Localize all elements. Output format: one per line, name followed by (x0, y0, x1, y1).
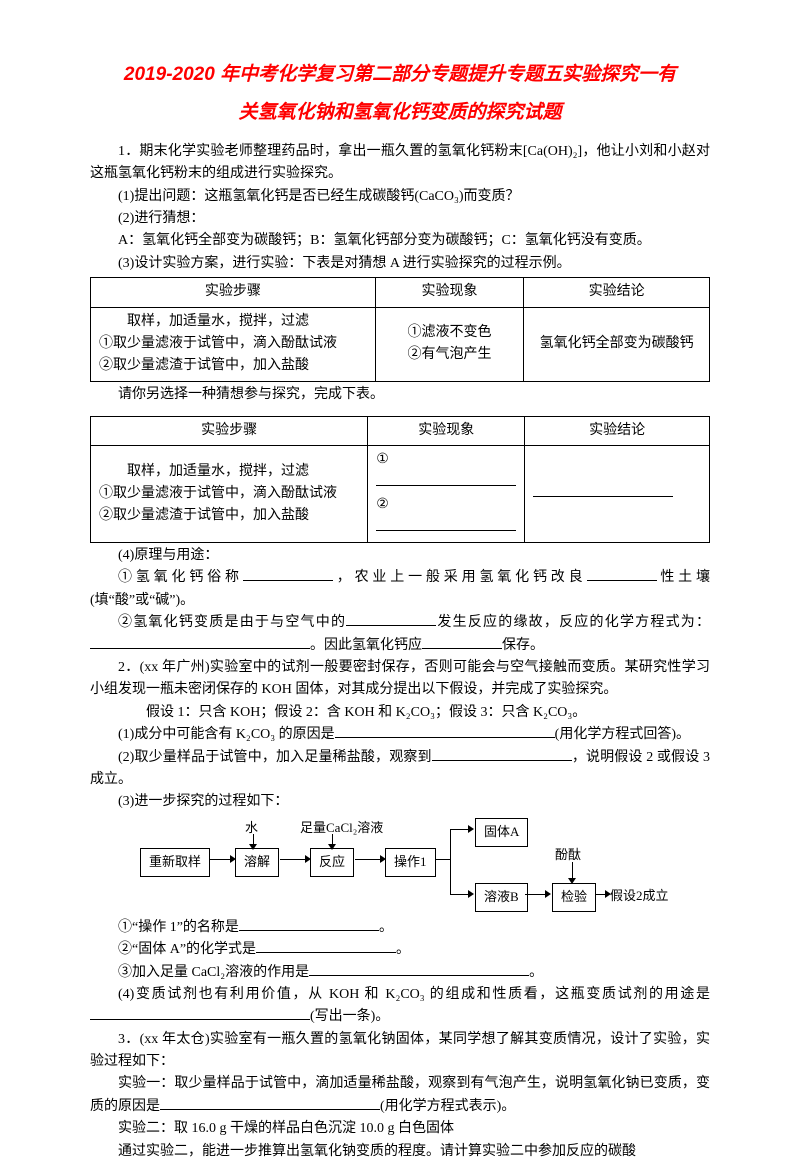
t2-h3: 实验结论 (525, 417, 710, 446)
q2-4a: (4)变质试剂也有利用价值，从 KOH 和 K₂CO₃ 的组成和性质看，这瓶变质… (118, 987, 710, 1002)
q1-choose: 请你另选择一种猜想参与探究，完成下表。 (90, 384, 710, 406)
flow-diagram: 水 足量CaCl₂溶液 重新取样 溶解 反应 操作1 固体A 溶液B 检验 酚酞… (140, 818, 660, 913)
t2-concl (525, 446, 710, 543)
blank-9 (256, 939, 396, 953)
blank-5 (422, 635, 502, 649)
box-solidA: 固体A (475, 818, 528, 847)
t2-h2: 实验现象 (368, 417, 525, 446)
q3-exp2: 实验二：取 16.0 g 干燥的样品白色沉淀 10.0 g 白色固体 (90, 1118, 710, 1140)
box-op1: 操作1 (385, 848, 436, 877)
box-test: 检验 (552, 883, 596, 912)
q2-1a: (1)成分中可能含有 K₂CO₃ 的原因是 (118, 727, 335, 742)
q2-4: (4)变质试剂也有利用价值，从 KOH 和 K₂CO₃ 的组成和性质看，这瓶变质… (90, 984, 710, 1029)
blank-3 (346, 612, 436, 626)
box-dissolve: 溶解 (235, 848, 279, 877)
blank-10 (309, 962, 529, 976)
q1-4-1a: ①氢氧化钙俗称 (118, 570, 243, 585)
q1-4-2a: ②氢氧化钙变质是由于与空气中的 (118, 615, 346, 630)
blank-12 (160, 1096, 380, 1110)
blank-t2-2 (376, 517, 516, 531)
lbl-water: 水 (245, 818, 258, 839)
q1-4-1b: ，农业上一般采用氢氧化钙改良 (333, 570, 587, 585)
blank-4 (90, 635, 310, 649)
q1-intro: 1．期末化学实验老师整理药品时，拿出一瓶久置的氢氧化钙粉末[Ca(OH)₂]，他… (90, 141, 710, 186)
q1-4-2c: 。因此氢氧化钙应 (310, 638, 422, 653)
q2-2: (2)取少量样品于试管中，加入足量稀盐酸，观察到，说明假设 2 或假设 3 成立… (90, 747, 710, 792)
t1-h3: 实验结论 (524, 278, 710, 307)
table-1: 实验步骤 实验现象 实验结论 取样，加适量水，搅拌，过滤 ①取少量滤液于试管中，… (90, 277, 710, 382)
q2-4b: (写出一条)。 (310, 1009, 389, 1024)
lbl-phen: 酚酞 (555, 845, 581, 866)
q3-calc: 通过实验二，能进一步推算出氢氧化钠变质的程度。请计算实验二中参加反应的碳酸 (90, 1141, 710, 1163)
q3-exp1: 实验一：取少量样品于试管中，滴加适量稀盐酸，观察到有气泡产生，说明氢氧化钠已变质… (90, 1073, 710, 1118)
doc-title-line2: 关氢氧化钠和氢氧化钙变质的探究试题 (90, 98, 710, 128)
q2-3-3a: ③加入足量 CaCl₂溶液的作用是 (118, 965, 309, 980)
q1-2: (2)进行猜想： (90, 208, 710, 230)
blank-2 (587, 567, 657, 581)
blank-8 (239, 917, 379, 931)
box-react: 反应 (310, 848, 354, 877)
blank-11 (90, 1006, 310, 1020)
q1-4-2b: 发生反应的缘故，反应的化学方程式为： (436, 615, 710, 630)
q1-4-1: ①氢氧化钙俗称，农业上一般采用氢氧化钙改良性土壤(填“酸”或“碱”)。 (90, 567, 710, 612)
q3-exp1b: (用化学方程式表示)。 (380, 1099, 515, 1114)
q2-2a: (2)取少量样品于试管中，加入足量稀盐酸，观察到 (118, 750, 432, 765)
doc-title-line1: 2019-2020 年中考化学复习第二部分专题提升专题五实验探究一有 (90, 60, 710, 90)
q1-1: (1)提出问题：这瓶氢氧化钙是否已经生成碳酸钙(CaCO₃)而变质？ (90, 186, 710, 208)
q2-1b: (用化学方程式回答)。 (555, 727, 690, 742)
q1-4: (4)原理与用途： (90, 545, 710, 567)
q1-guesses: A：氢氧化钙全部变为碳酸钙；B：氢氧化钙部分变为碳酸钙；C：氢氧化钙没有变质。 (90, 230, 710, 252)
q2-3-2a: ②“固体 A”的化学式是 (118, 942, 256, 957)
q3-intro: 3．(xx 年太仓)实验室有一瓶久置的氢氧化钠固体，某同学想了解其变质情况，设计… (90, 1029, 710, 1074)
blank-t2-3 (533, 483, 673, 497)
q2-3-1: ①“操作 1”的名称是。 (90, 917, 710, 939)
lbl-cacl2: 足量CaCl₂溶液 (300, 818, 383, 839)
q2-intro: 2．(xx 年广州)实验室中的试剂一般要密封保存，否则可能会与空气接触而变质。某… (90, 657, 710, 702)
blank-t2-1 (376, 472, 516, 486)
q2-hyp: 假设 1：只含 KOH；假设 2：含 KOH 和 K₂CO₃；假设 3：只含 K… (90, 702, 710, 724)
q2-3-3: ③加入足量 CaCl₂溶液的作用是。 (90, 962, 710, 984)
q2-3-1a: ①“操作 1”的名称是 (118, 920, 239, 935)
t2-ph1-label: ① (376, 452, 389, 467)
t2-ph2-label: ② (376, 497, 389, 512)
t1-phenom: ①滤液不变色 ②有气泡产生 (375, 307, 524, 381)
t2-steps: 取样，加适量水，搅拌，过滤 ①取少量滤液于试管中，滴入酚酞试液 ②取少量滤渣于试… (91, 446, 368, 543)
t1-h1: 实验步骤 (91, 278, 376, 307)
t1-concl: 氢氧化钙全部变为碳酸钙 (524, 307, 710, 381)
q2-3-2: ②“固体 A”的化学式是。 (90, 939, 710, 961)
q1-4-2: ②氢氧化钙变质是由于与空气中的 发生反应的缘故，反应的化学方程式为： 。因此氢氧化钙… (90, 612, 710, 657)
q1-3: (3)设计实验方案，进行实验：下表是对猜想 A 进行实验探究的过程示例。 (90, 253, 710, 275)
blank-1 (243, 567, 333, 581)
box-sample: 重新取样 (140, 848, 210, 877)
blank-6 (335, 724, 555, 738)
t2-phenom: ① ② (368, 446, 525, 543)
lbl-result: 假设2成立 (610, 886, 669, 907)
q1-4-2d: 保存。 (502, 638, 544, 653)
q2-3: (3)进一步探究的过程如下： (90, 791, 710, 813)
t1-h2: 实验现象 (375, 278, 524, 307)
table-2: 实验步骤 实验现象 实验结论 取样，加适量水，搅拌，过滤 ①取少量滤液于试管中，… (90, 416, 710, 543)
t1-steps: 取样，加适量水，搅拌，过滤 ①取少量滤液于试管中，滴入酚酞试液 ②取少量滤渣于试… (91, 307, 376, 381)
t2-h1: 实验步骤 (91, 417, 368, 446)
q2-1: (1)成分中可能含有 K₂CO₃ 的原因是 (用化学方程式回答)。 (90, 724, 710, 746)
blank-7 (432, 747, 572, 761)
box-solB: 溶液B (475, 883, 528, 912)
